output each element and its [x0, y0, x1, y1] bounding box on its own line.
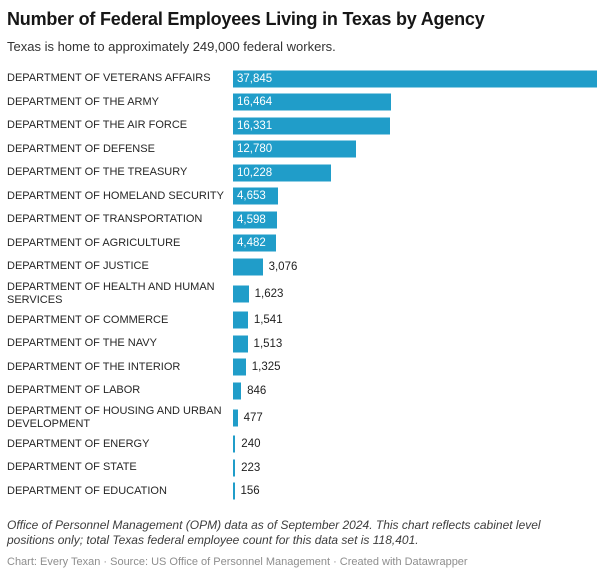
bar[interactable] — [233, 258, 263, 276]
bar-label: DEPARTMENT OF LABOR — [7, 384, 141, 397]
chart-row: DEPARTMENT OF COMMERCE 1,541 — [7, 309, 597, 333]
bar-area: 156 — [233, 480, 597, 504]
chart-row: DEPARTMENT OF AGRICULTURE 4,482 — [7, 232, 597, 256]
bar-area: 1,325 — [233, 356, 597, 380]
bar-label: DEPARTMENT OF THE ARMY — [7, 95, 159, 108]
bar[interactable] — [233, 409, 238, 426]
bar-value: 16,331 — [237, 119, 273, 132]
bar-area: 223 — [233, 456, 597, 480]
bar[interactable] — [233, 164, 332, 182]
chart-row: DEPARTMENT OF THE INTERIOR 1,325 — [7, 356, 597, 380]
bar[interactable] — [233, 285, 249, 302]
chart-row: DEPARTMENT OF DEFENSE 12,780 — [7, 138, 597, 162]
bar-label: DEPARTMENT OF THE INTERIOR — [7, 360, 181, 373]
bar-label: DEPARTMENT OF DEFENSE — [7, 142, 155, 155]
bar-area: 4,482 — [233, 232, 597, 256]
bar-value: 4,482 — [237, 237, 266, 250]
bar-area: 3,076 — [233, 255, 597, 279]
page-title: Number of Federal Employees Living in Te… — [7, 9, 485, 29]
bar[interactable] — [233, 187, 278, 205]
bar[interactable] — [233, 358, 246, 376]
bar-area: 1,513 — [233, 332, 597, 356]
bar-label: DEPARTMENT OF VETERANS AFFAIRS — [7, 72, 211, 85]
bar-label: DEPARTMENT OF HEALTH AND HUMAN SERVICES — [7, 280, 215, 306]
chart-row: DEPARTMENT OF EDUCATION 156 — [7, 480, 597, 504]
bar-value: 156 — [240, 485, 260, 498]
bar-value: 16,464 — [237, 96, 273, 109]
chart-row: DEPARTMENT OF THE TREASURY 10,228 — [7, 161, 597, 185]
chart-row: DEPARTMENT OF ENERGY 240 — [7, 433, 597, 457]
bar-area: 4,598 — [233, 208, 597, 232]
chart-row: DEPARTMENT OF THE AIR FORCE 16,331 — [7, 114, 597, 138]
bar-area: 37,845 — [233, 67, 597, 91]
bar-label: DEPARTMENT OF EDUCATION — [7, 484, 167, 497]
bar-label: DEPARTMENT OF THE AIR FORCE — [7, 119, 188, 132]
bar-label: DEPARTMENT OF TRANSPORTATION — [7, 213, 203, 226]
bar-value: 4,598 — [237, 213, 266, 226]
bar-area: 16,464 — [233, 91, 597, 115]
bar-area: 240 — [233, 433, 597, 457]
bar[interactable] — [233, 435, 236, 453]
bar[interactable] — [233, 459, 236, 477]
chart-row: DEPARTMENT OF VETERANS AFFAIRS 37,845 — [7, 67, 597, 91]
bar-label: DEPARTMENT OF STATE — [7, 461, 137, 474]
bar-value: 240 — [241, 438, 261, 451]
bar[interactable] — [233, 93, 392, 111]
bar-area: 846 — [233, 379, 597, 403]
bar-chart: DEPARTMENT OF VETERANS AFFAIRS 37,845 DEPA… — [7, 67, 597, 503]
bar-label: DEPARTMENT OF COMMERCE — [7, 313, 169, 326]
chart-row: DEPARTMENT OF HEALTH AND HUMAN SERVICES 1… — [7, 279, 597, 309]
bar-value: 223 — [241, 461, 261, 474]
bar-value: 1,325 — [251, 361, 281, 374]
bar[interactable] — [233, 482, 235, 500]
chart-row: DEPARTMENT OF HOUSING AND URBAN DEVELOPM… — [7, 403, 597, 433]
bar-value: 10,228 — [237, 166, 273, 179]
bar-label: DEPARTMENT OF JUSTICE — [7, 260, 149, 273]
chart-credit: Chart: Every Texan · Source: US Office o… — [7, 556, 468, 568]
chart-row: DEPARTMENT OF HOMELAND SECURITY 4,653 — [7, 185, 597, 209]
bar-area: 10,228 — [233, 161, 597, 185]
bar-area: 4,653 — [233, 185, 597, 209]
bar-value: 1,513 — [253, 337, 283, 350]
chart-row: DEPARTMENT OF THE NAVY 1,513 — [7, 332, 597, 356]
chart-row: DEPARTMENT OF JUSTICE 3,076 — [7, 255, 597, 279]
bar-value: 4,653 — [237, 190, 266, 203]
bar-label: DEPARTMENT OF THE TREASURY — [7, 166, 188, 179]
chart-row: DEPARTMENT OF STATE 223 — [7, 456, 597, 480]
bar-area: 1,541 — [233, 309, 597, 333]
chart-subtitle: Texas is home to approximately 249,000 f… — [7, 39, 336, 54]
bar[interactable] — [233, 311, 248, 329]
bar-area: 16,331 — [233, 114, 597, 138]
bar-value: 1,623 — [254, 287, 284, 300]
bar-area: 477 — [233, 403, 597, 433]
bar[interactable] — [233, 211, 278, 229]
chart-row: DEPARTMENT OF TRANSPORTATION 4,598 — [7, 208, 597, 232]
bar-value: 12,780 — [237, 143, 273, 156]
bar-value: 37,845 — [237, 72, 273, 85]
bar-label: DEPARTMENT OF HOMELAND SECURITY — [7, 189, 224, 202]
bar-label: DEPARTMENT OF THE NAVY — [7, 337, 157, 350]
bar[interactable] — [233, 70, 597, 88]
bar[interactable] — [233, 117, 391, 135]
bar-area: 1,623 — [233, 279, 597, 309]
bar[interactable] — [233, 335, 248, 353]
chart-row: DEPARTMENT OF LABOR 846 — [7, 379, 597, 403]
chart-row: DEPARTMENT OF THE ARMY 16,464 — [7, 91, 597, 115]
bar-label: DEPARTMENT OF ENERGY — [7, 437, 150, 450]
chart-footer: Office of Personnel Management (OPM) dat… — [7, 518, 597, 569]
bar-value: 1,541 — [253, 314, 283, 327]
bar-value: 3,076 — [268, 260, 298, 273]
bar-value: 477 — [243, 411, 263, 424]
bar[interactable] — [233, 382, 242, 400]
chart-notes: Office of Personnel Management (OPM) dat… — [7, 518, 541, 547]
bar-label: DEPARTMENT OF AGRICULTURE — [7, 236, 181, 249]
bar[interactable] — [233, 140, 356, 158]
bar-area: 12,780 — [233, 138, 597, 162]
bar-label: DEPARTMENT OF HOUSING AND URBAN DEVELOPM… — [7, 404, 222, 430]
bar[interactable] — [233, 234, 277, 252]
bar-value: 846 — [247, 384, 267, 397]
